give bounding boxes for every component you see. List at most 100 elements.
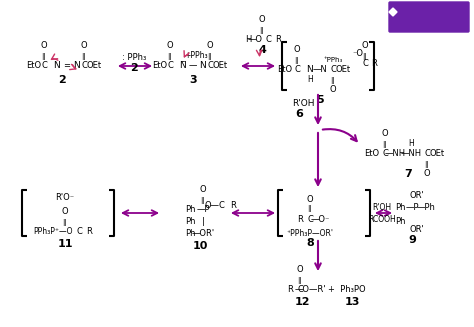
Text: OEt: OEt	[86, 61, 101, 71]
Text: O: O	[167, 42, 173, 50]
Text: N: N	[200, 61, 206, 71]
Text: OEt: OEt	[336, 65, 351, 75]
Text: 6: 6	[295, 109, 303, 119]
Text: —: —	[189, 61, 197, 71]
Text: OR': OR'	[410, 226, 424, 234]
Text: —O—R': —O—R'	[294, 285, 326, 295]
Text: ||: ||	[298, 277, 302, 284]
Text: 13: 13	[344, 297, 360, 307]
Text: H: H	[245, 36, 251, 44]
Text: —Ph: —Ph	[417, 203, 436, 213]
Text: B: B	[391, 9, 395, 14]
Text: O: O	[41, 42, 47, 50]
Text: R: R	[371, 60, 377, 68]
Text: ||: ||	[295, 57, 300, 63]
Text: ⁺PPh₃: ⁺PPh₃	[323, 57, 343, 63]
Text: 2: 2	[58, 75, 66, 85]
Text: O: O	[424, 169, 430, 179]
Text: O—C: O—C	[205, 200, 226, 210]
Text: C: C	[294, 65, 300, 75]
Text: +PPh₃: +PPh₃	[184, 51, 208, 60]
Text: |: |	[201, 217, 204, 227]
Text: 7: 7	[404, 169, 412, 179]
Text: N: N	[54, 61, 60, 71]
Text: C: C	[297, 285, 303, 295]
Text: The Learning App: The Learning App	[406, 19, 454, 24]
Text: R'OH: R'OH	[292, 99, 314, 109]
Text: —O: —O	[247, 36, 263, 44]
Text: 8: 8	[306, 238, 314, 248]
Text: O: O	[330, 85, 337, 95]
Text: EtO: EtO	[27, 61, 42, 71]
Text: O: O	[207, 42, 213, 50]
Text: ||: ||	[208, 53, 212, 60]
Text: 4: 4	[258, 45, 266, 55]
Text: R: R	[86, 228, 92, 236]
Text: Ph: Ph	[185, 217, 195, 227]
Text: —OR': —OR'	[191, 230, 215, 238]
Polygon shape	[389, 8, 397, 16]
Text: ⁺PPh₃P—OR': ⁺PPh₃P—OR'	[286, 229, 334, 237]
Text: C: C	[424, 149, 430, 159]
Text: 11: 11	[57, 239, 73, 249]
Text: C: C	[76, 228, 82, 236]
Text: PPh₃P⁺—O: PPh₃P⁺—O	[33, 228, 73, 236]
Text: ||: ||	[383, 141, 387, 147]
Text: Ph: Ph	[395, 217, 405, 227]
Text: —NH: —NH	[401, 149, 421, 159]
Text: Ph: Ph	[185, 230, 195, 238]
Text: N: N	[307, 65, 313, 75]
Text: R: R	[275, 36, 281, 44]
Text: C: C	[81, 61, 87, 71]
Text: R: R	[230, 200, 236, 210]
Text: 3: 3	[189, 75, 197, 85]
Text: —NH: —NH	[384, 149, 406, 159]
Text: C: C	[330, 65, 336, 75]
Text: ||: ||	[425, 161, 429, 167]
Text: 12: 12	[294, 297, 310, 307]
Text: : PPh₃: : PPh₃	[122, 54, 146, 62]
Text: C: C	[382, 149, 388, 159]
Text: C: C	[167, 61, 173, 71]
Text: ||: ||	[63, 218, 67, 226]
Text: 10: 10	[192, 241, 208, 251]
Text: O: O	[62, 208, 68, 216]
Text: ||: ||	[201, 197, 205, 203]
Text: +  Ph₃PO: + Ph₃PO	[328, 285, 366, 295]
Text: ||: ||	[331, 77, 336, 83]
Text: ⁻O: ⁻O	[353, 49, 364, 59]
FancyBboxPatch shape	[389, 2, 469, 32]
Text: H: H	[408, 140, 414, 148]
Text: R'O⁻: R'O⁻	[55, 194, 74, 202]
Text: EtO: EtO	[153, 61, 168, 71]
Text: OR': OR'	[410, 192, 424, 200]
Text: R: R	[297, 215, 303, 223]
Text: ||: ||	[168, 53, 173, 60]
Text: O: O	[259, 15, 265, 25]
Text: N: N	[73, 61, 81, 71]
Text: 9: 9	[408, 235, 416, 245]
Text: BYJU'S: BYJU'S	[412, 7, 447, 17]
Text: O: O	[294, 45, 301, 55]
Text: N̄: N̄	[180, 61, 186, 71]
Text: —P: —P	[405, 203, 419, 213]
Text: RCOOH: RCOOH	[368, 215, 396, 223]
Text: O: O	[297, 266, 303, 274]
Text: OEt: OEt	[212, 61, 228, 71]
Text: ||: ||	[82, 53, 86, 60]
Text: C: C	[307, 215, 313, 223]
Text: ||: ||	[308, 205, 312, 213]
Text: C: C	[362, 60, 368, 68]
Text: =: =	[64, 61, 71, 71]
Text: O: O	[307, 195, 313, 203]
Text: EtO: EtO	[365, 149, 380, 159]
Text: Ph: Ph	[395, 203, 405, 213]
Text: OEt: OEt	[429, 149, 445, 159]
Text: 2: 2	[130, 63, 138, 73]
Text: O: O	[200, 185, 206, 195]
Text: O: O	[81, 42, 87, 50]
Text: O: O	[362, 42, 368, 50]
Text: Ph: Ph	[185, 205, 195, 215]
Text: 5: 5	[316, 95, 324, 105]
Text: O: O	[382, 129, 388, 139]
